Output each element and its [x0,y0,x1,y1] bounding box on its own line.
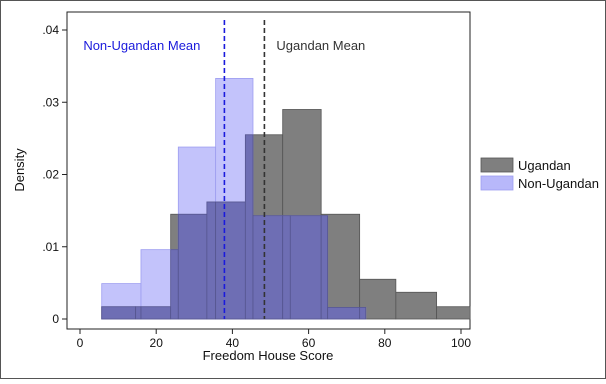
overlap-bar [170,249,179,320]
y-tick-label: .02 [42,168,59,182]
overlap-bar [327,307,361,320]
x-axis-label: Freedom House Score [203,348,334,363]
x-axis: 0 20 40 60 80 100 [77,329,471,350]
overlap-bar [289,215,322,320]
y-axis: 0 .01 .02 .03 .04 [42,23,67,326]
legend-swatch [480,175,514,191]
overlap-bar [206,201,217,320]
y-tick-label: .04 [42,23,59,37]
overlap-bar [140,306,172,320]
x-tick-label: 80 [378,336,392,350]
overlap-bar [135,306,142,320]
overlap-bar [252,215,284,320]
overlap-bar [320,215,329,320]
x-tick-label: 100 [451,336,471,350]
y-tick-label: .01 [42,240,59,254]
y-tick-label: 0 [52,312,59,326]
mean-lines: Non-Ugandan Mean Ugandan Mean [83,20,365,319]
x-tick-label: 40 [226,336,240,350]
overlap-bar [359,307,367,320]
legend: Ugandan Non-Ugandan [480,157,599,191]
x-tick-label: 60 [302,336,316,350]
legend-swatch [480,157,514,173]
ugandan-bar [395,291,438,320]
ugandan-mean-label: Ugandan Mean [276,38,365,53]
y-tick-label: .03 [42,95,59,109]
ugandan-bar [436,306,471,320]
overlap-bar [177,213,208,320]
overlap-bar [215,201,246,320]
overlap-bar [282,215,291,320]
overlap-bars [101,134,367,320]
x-tick-label: 20 [150,336,164,350]
non-ugandan-mean-label: Non-Ugandan Mean [83,38,200,53]
x-tick-label: 0 [77,336,84,350]
legend-label: Non-Ugandan [518,176,599,191]
y-axis-label: Density [12,148,27,192]
overlap-bar [101,306,137,320]
legend-label: Ugandan [518,158,571,173]
overlap-bar [244,134,254,320]
